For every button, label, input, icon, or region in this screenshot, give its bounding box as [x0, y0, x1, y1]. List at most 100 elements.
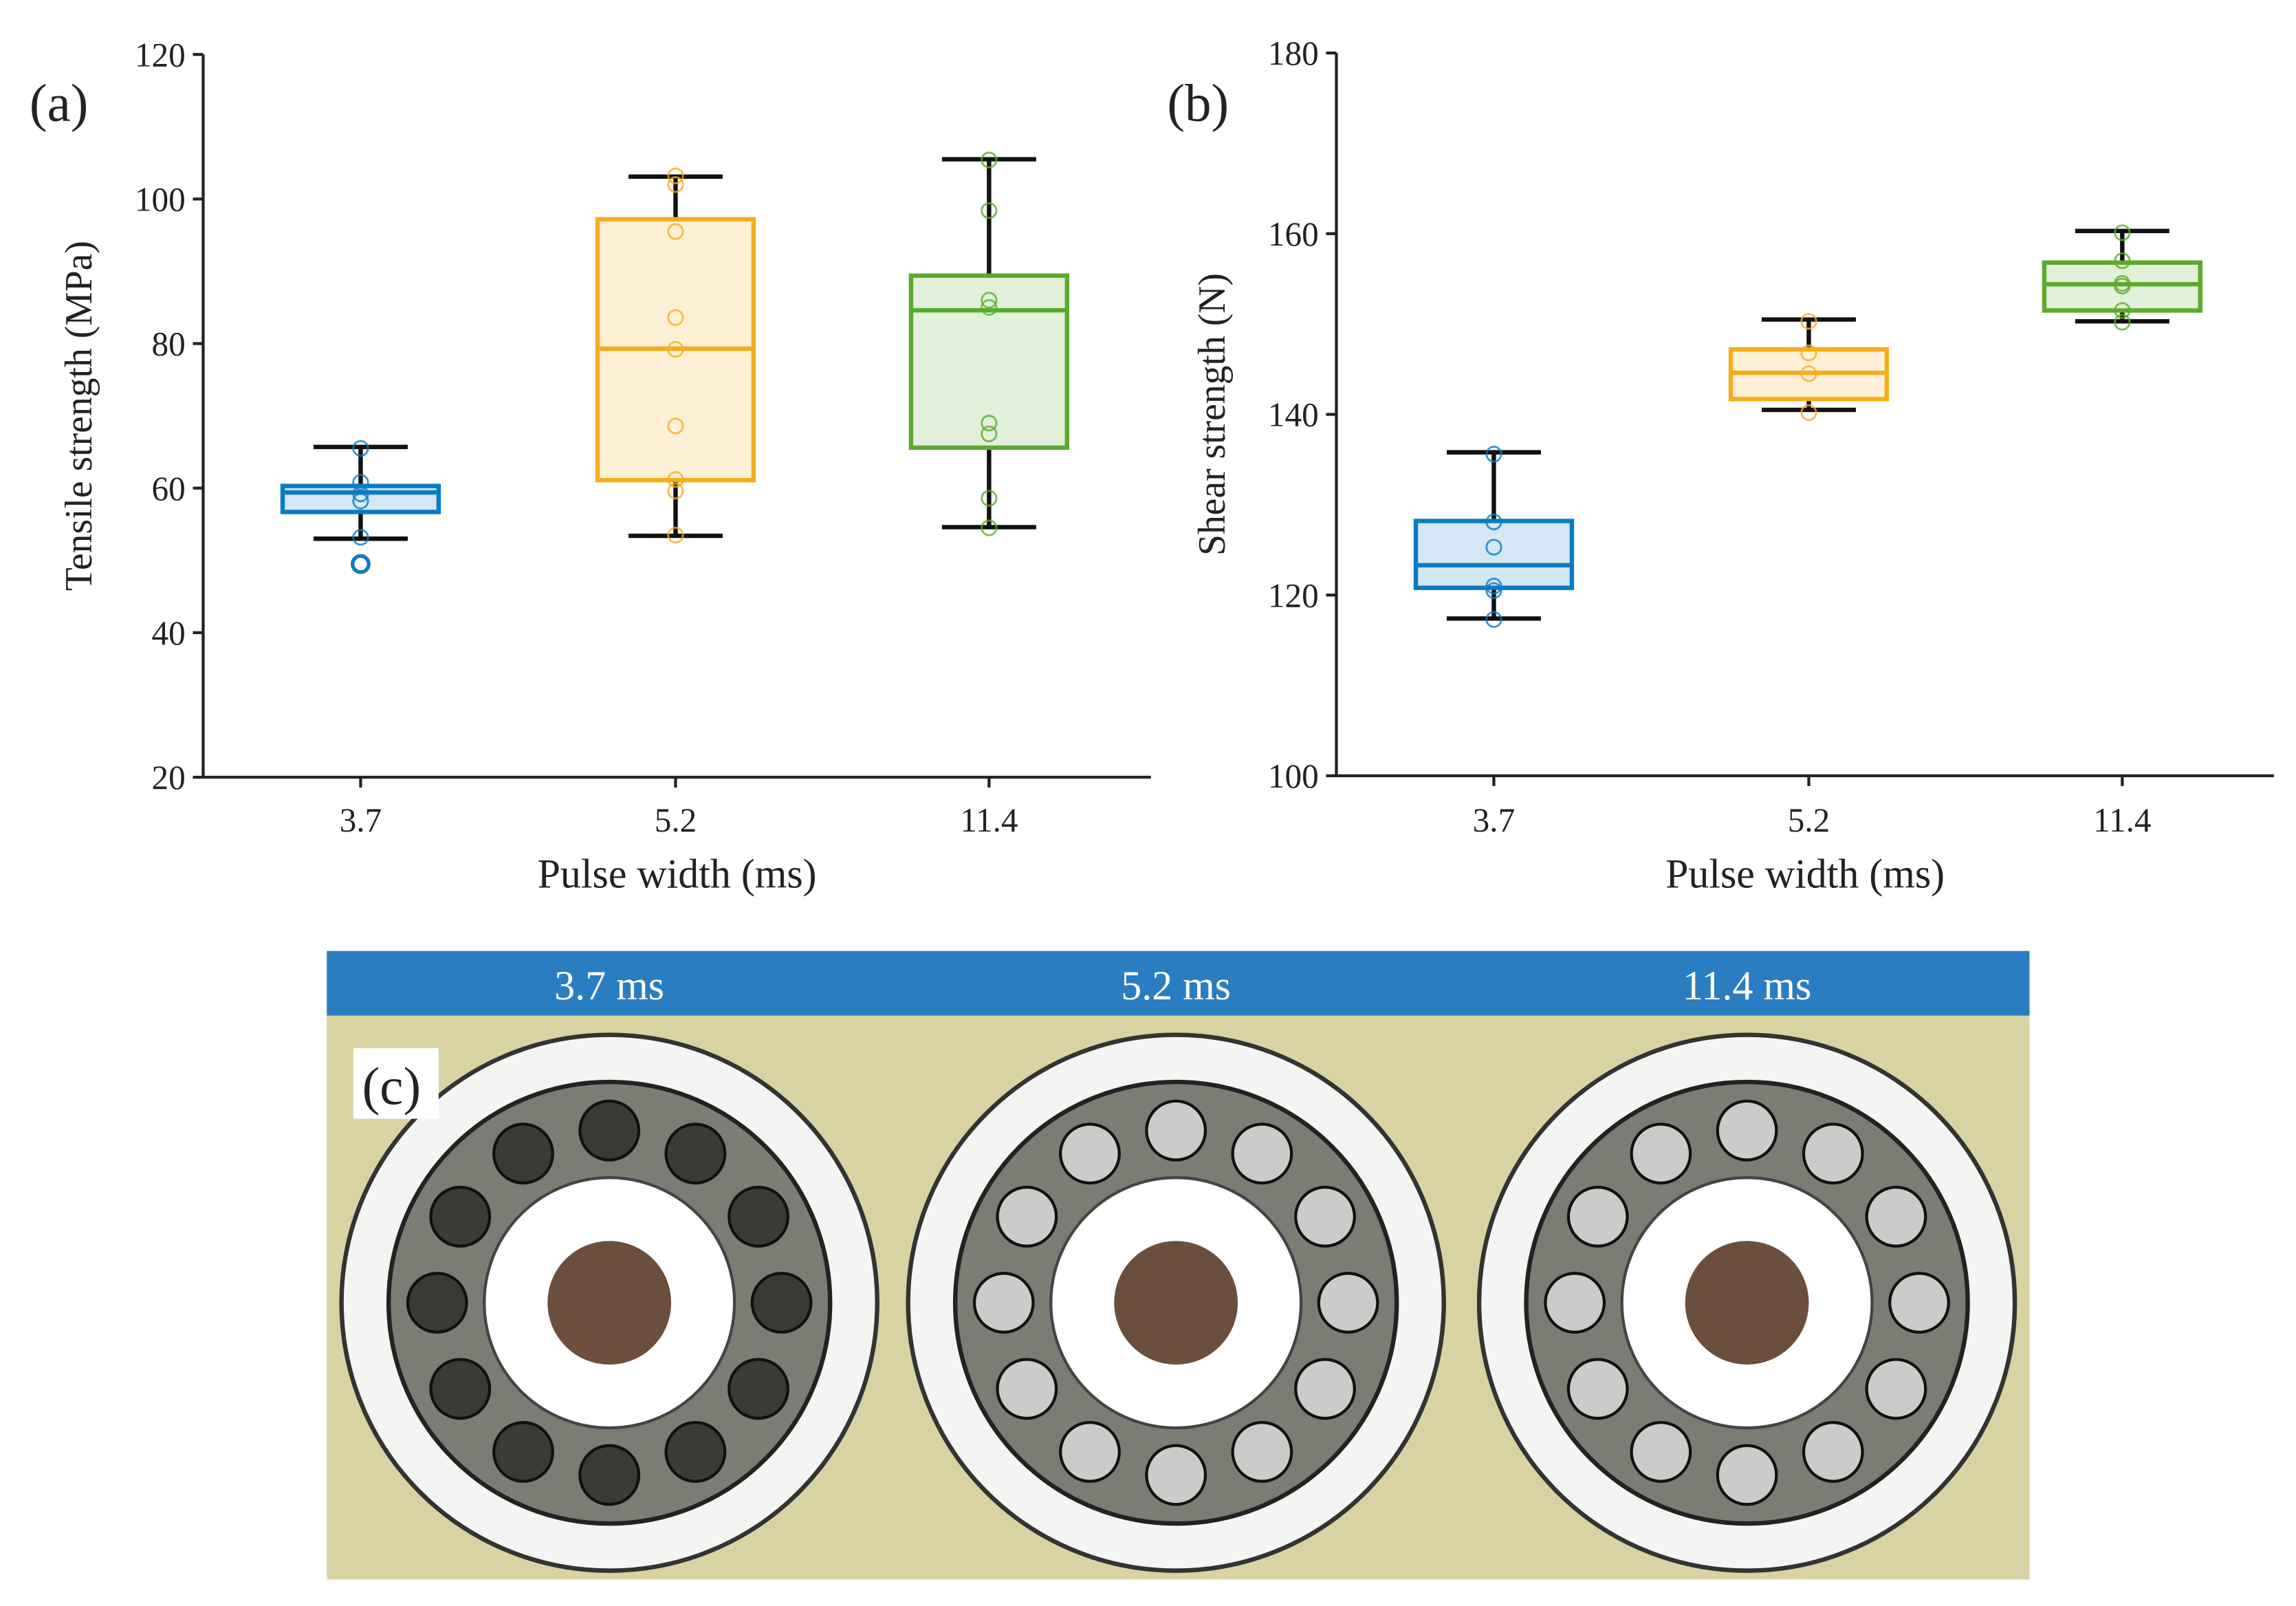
y-tick-label: 80 — [152, 325, 186, 363]
weld-spot — [1231, 1421, 1293, 1483]
specimen-core — [547, 1241, 672, 1365]
weld-spot — [1630, 1122, 1692, 1185]
data-point — [352, 474, 369, 491]
y-tick-label: 160 — [1268, 215, 1319, 253]
data-point — [1485, 539, 1502, 556]
data-point — [2114, 252, 2131, 270]
data-point — [667, 482, 684, 499]
photo-panel: 3.7 ms 5.2 ms 11.4 ms (c) — [327, 951, 2030, 1580]
data-point — [667, 340, 684, 358]
chart: 100 120 140 160 180 (b) Shear strength (N) Puls… — [1167, 34, 2274, 897]
x-tick-label: 11.4 — [2093, 801, 2151, 839]
weld-spot — [1059, 1421, 1121, 1483]
y-tick-label: 20 — [152, 759, 186, 796]
weld-spot — [728, 1185, 789, 1248]
data-point — [981, 151, 998, 169]
data-point — [2114, 277, 2131, 295]
y-tick-label: 180 — [1268, 34, 1319, 72]
weld-spot — [578, 1444, 641, 1506]
data-point — [1485, 582, 1502, 599]
y-axis-label: Tensile strength (MPa) — [58, 241, 100, 591]
weld-spot — [664, 1421, 727, 1483]
panel-label: (c) — [362, 1056, 421, 1116]
y-axis-label: Shear strength (N) — [1191, 273, 1234, 556]
data-point — [1485, 513, 1502, 530]
weld-spot — [429, 1185, 492, 1248]
weld-spot — [1059, 1122, 1121, 1185]
specimen-core — [1685, 1241, 1809, 1365]
data-point — [2114, 314, 2131, 331]
weld-spot — [429, 1358, 492, 1420]
y-tick-label: 100 — [1268, 757, 1319, 795]
y-tick-label: 60 — [152, 470, 186, 508]
weld-spot — [1802, 1421, 1864, 1483]
weld-spot — [1566, 1358, 1629, 1420]
data-point — [1800, 365, 1817, 382]
y-tick-label: 40 — [152, 614, 186, 652]
data-point — [352, 440, 369, 457]
box — [908, 273, 1069, 451]
x-tick-label: 5.2 — [655, 801, 697, 839]
weld-spot — [1294, 1358, 1356, 1420]
y-tick-label: 100 — [135, 180, 186, 218]
chart: 20 40 60 80 100 120 (a) Tensile strength (MPa) P… — [30, 36, 1151, 897]
panel-label: (b) — [1167, 73, 1229, 132]
label-background — [353, 1048, 439, 1119]
panel-label: (a) — [30, 73, 89, 132]
photo-caption: 11.4 ms — [1683, 963, 1812, 1008]
data-point — [667, 167, 684, 184]
weld-spot — [578, 1099, 641, 1162]
weld-spot — [1294, 1185, 1356, 1248]
x-tick-label: 3.7 — [340, 801, 382, 839]
data-point — [2114, 302, 2131, 319]
weld-spot — [1630, 1421, 1692, 1483]
weld-spot — [972, 1272, 1035, 1334]
data-point — [667, 176, 684, 193]
weld-spot — [1317, 1272, 1379, 1334]
data-point — [352, 486, 369, 503]
y-tick-label: 140 — [1268, 396, 1319, 434]
y-tick-label: 120 — [1268, 576, 1319, 614]
weld-spot — [1716, 1444, 1778, 1506]
caption-banner — [327, 951, 2030, 1016]
data-point — [1800, 345, 1817, 362]
photo-caption: 3.7 ms — [554, 963, 664, 1008]
weld-spot — [1566, 1185, 1629, 1248]
x-tick-label: 11.4 — [960, 801, 1018, 839]
data-point — [667, 417, 684, 435]
weld-spot — [996, 1358, 1058, 1420]
weld-spot — [406, 1272, 468, 1334]
weld-spot — [492, 1122, 554, 1185]
data-point — [352, 529, 369, 546]
weld-spot — [750, 1272, 813, 1334]
x-axis-label: Pulse width (ms) — [538, 851, 817, 897]
y-tick-label: 120 — [135, 36, 186, 74]
data-point — [667, 309, 684, 326]
data-point — [667, 526, 684, 544]
data-point — [981, 415, 998, 432]
data-point — [981, 292, 998, 309]
specimen-core — [1114, 1241, 1238, 1365]
data-point — [1800, 404, 1817, 421]
data-point — [2114, 224, 2131, 241]
data-point — [1485, 611, 1502, 628]
x-tick-label: 3.7 — [1473, 801, 1516, 839]
weld-spot — [1544, 1272, 1606, 1334]
data-point — [981, 519, 998, 536]
weld-spot — [1716, 1099, 1778, 1162]
weld-spot — [664, 1122, 727, 1185]
weld-spot — [1802, 1122, 1864, 1185]
weld-spot — [1865, 1185, 1927, 1248]
weld-spot — [1145, 1444, 1207, 1506]
weld-spot — [1865, 1358, 1927, 1420]
data-point — [352, 492, 369, 510]
weld-spot — [492, 1421, 554, 1483]
weld-spot — [1145, 1099, 1207, 1162]
data-point — [981, 490, 998, 507]
weld-spot — [996, 1185, 1058, 1248]
data-point — [1485, 446, 1502, 463]
weld-spot — [1231, 1122, 1293, 1185]
weld-spot — [1888, 1272, 1950, 1334]
outlier — [351, 554, 371, 574]
